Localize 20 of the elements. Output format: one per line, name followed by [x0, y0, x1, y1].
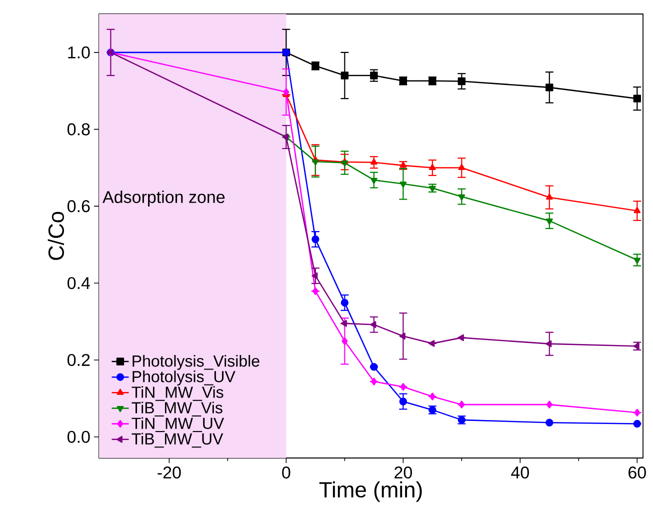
legend-label: Photolysis_UV — [132, 370, 236, 386]
x-tick-label: 0 — [282, 466, 290, 479]
y-axis-title: C/Co — [48, 212, 64, 260]
legend-label: TiB_MW_Vis — [132, 402, 222, 416]
x-tick-label: 40 — [511, 466, 529, 479]
y-tick-label: 0.2 — [68, 354, 90, 366]
y-tick-label: 0.0 — [68, 430, 90, 443]
y-tick-label: 0.4 — [68, 277, 90, 290]
x-tick-label: 60 — [628, 466, 646, 479]
x-tick-label: 20 — [394, 466, 412, 479]
y-tick-label: 0.8 — [68, 123, 90, 136]
band-label: Adsorption zone — [102, 190, 225, 206]
legend-label: TiN_MW_Vis — [132, 386, 224, 401]
y-tick-label: 1.0 — [68, 46, 90, 58]
y-tick-label: 0.6 — [68, 200, 90, 212]
legend-label: Photolysis_Visible — [132, 354, 260, 370]
legend-label: TiB_MW_UV — [132, 432, 224, 448]
legend-label: TiN_MW_UV — [132, 417, 224, 432]
x-axis-title: Time (min) — [319, 481, 422, 502]
x-tick-label: -20 — [158, 466, 181, 479]
